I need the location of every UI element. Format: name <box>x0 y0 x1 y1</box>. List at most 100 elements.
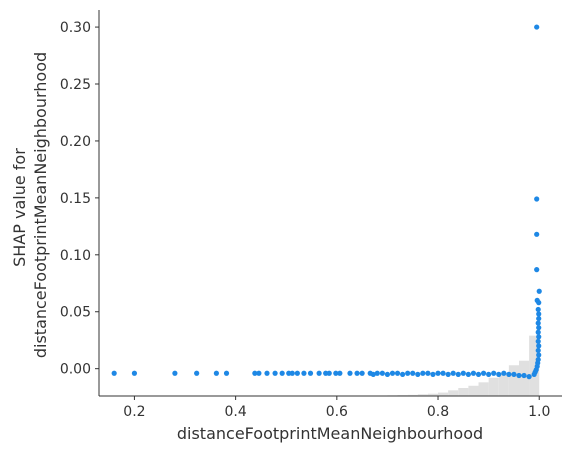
scatter-point <box>535 320 541 326</box>
x-axis-title: distanceFootprintMeanNeighbourhood <box>177 424 483 443</box>
x-tick-label: 0.6 <box>326 404 348 420</box>
histogram-bar <box>488 377 499 396</box>
scatter-point <box>531 371 537 377</box>
scatter-point <box>536 325 542 331</box>
y-axis-title-line-2: distanceFootprintMeanNeighbourhood <box>31 52 50 358</box>
scatter-point <box>445 371 451 377</box>
histogram-bar <box>427 393 439 396</box>
scatter-point <box>425 370 431 376</box>
scatter-point <box>455 371 461 377</box>
y-ticks-layer: 0.00 0.05 0.10 0.15 0.20 0.25 0.30 <box>60 20 99 378</box>
scatter-point <box>389 370 396 376</box>
axes-layer <box>98 10 562 397</box>
scatter-point <box>480 370 487 376</box>
scatter-point <box>374 370 380 376</box>
histogram-layer <box>367 335 540 396</box>
scatter-point <box>131 370 138 376</box>
scatter-point <box>535 347 541 354</box>
histogram-bar <box>518 360 530 396</box>
scatter-point <box>316 370 322 376</box>
scatter-point <box>256 370 262 376</box>
y-axis-title: SHAP value for distanceFootprintMeanNeig… <box>10 52 50 358</box>
scatter-point <box>491 370 497 376</box>
scatter-point <box>337 370 343 376</box>
scatter-point <box>535 338 541 344</box>
x-tick-label: 0.8 <box>427 404 449 420</box>
scatter-point <box>534 267 540 273</box>
y-tick-label: 0.25 <box>60 77 91 93</box>
scatter-point <box>272 370 278 376</box>
scatter-point <box>496 371 502 377</box>
histogram-bar <box>417 394 428 396</box>
y-tick-label: 0.05 <box>60 305 91 321</box>
scatter-point <box>384 371 391 377</box>
scatter-point <box>536 300 542 306</box>
scatter-point <box>501 370 507 376</box>
scatter-point <box>213 370 219 376</box>
histogram-bar <box>468 385 479 396</box>
scatter-point <box>333 370 339 376</box>
histogram-bar <box>448 390 459 396</box>
scatter-point <box>536 334 542 340</box>
scatter-point <box>536 352 542 358</box>
scatter-point <box>400 371 406 377</box>
scatter-point <box>326 370 332 376</box>
y-tick-label: 0.10 <box>60 248 91 264</box>
histogram-bar <box>508 365 519 396</box>
scatter-point <box>307 370 314 376</box>
scatter-point <box>470 370 477 376</box>
scatter-point <box>460 370 466 376</box>
scatter-point <box>294 370 300 376</box>
scatter-point <box>521 372 527 379</box>
scatter-point <box>440 370 446 376</box>
scatter-point <box>465 371 471 377</box>
scatter-point <box>289 370 295 376</box>
histogram-bar <box>458 388 469 396</box>
scatter-point <box>172 370 178 376</box>
scatter-point <box>405 370 411 376</box>
scatter-point <box>354 370 360 376</box>
scatter-point <box>536 315 542 322</box>
histogram-bar <box>498 373 509 396</box>
scatter-point <box>264 370 270 376</box>
histogram-bar <box>478 382 489 396</box>
scatter-point <box>252 370 258 376</box>
x-tick-label: 1.0 <box>528 404 550 420</box>
scatter-point <box>370 371 376 377</box>
scatter-point <box>450 370 456 376</box>
scatter-point <box>420 370 426 376</box>
y-tick-label: 0.00 <box>60 362 91 378</box>
y-tick-label: 0.15 <box>60 191 91 207</box>
scatter-point <box>415 371 421 377</box>
scatter-point <box>535 306 541 313</box>
histogram-bar <box>407 394 418 396</box>
scatter-point <box>536 311 542 317</box>
scatter-point <box>516 372 522 379</box>
scatter-point <box>511 371 517 377</box>
scatter-point <box>223 370 230 376</box>
scatter-point <box>506 371 512 377</box>
x-tick-label: 0.2 <box>123 404 145 420</box>
scatter-point <box>536 288 542 294</box>
scatter-points-layer <box>111 24 542 380</box>
scatter-point <box>410 370 416 376</box>
x-ticks-layer: 0.2 0.4 0.6 0.8 1.0 <box>123 396 550 420</box>
scatter-point <box>194 370 200 376</box>
y-axis-title-line-1: SHAP value for <box>10 148 29 267</box>
scatter-point <box>475 371 482 377</box>
scatter-point <box>301 370 307 376</box>
scatter-point <box>111 370 117 376</box>
histogram-bar <box>529 335 540 396</box>
scatter-point <box>486 371 492 377</box>
histogram-bar <box>438 392 449 396</box>
scatter-point <box>430 371 436 377</box>
scatter-point <box>435 370 441 376</box>
scatter-point <box>534 231 540 237</box>
scatter-point <box>279 370 285 376</box>
scatter-point <box>536 343 542 349</box>
scatter-point <box>534 24 540 30</box>
scatter-point <box>359 370 365 376</box>
scatter-point <box>379 370 385 376</box>
scatter-point <box>534 196 540 202</box>
